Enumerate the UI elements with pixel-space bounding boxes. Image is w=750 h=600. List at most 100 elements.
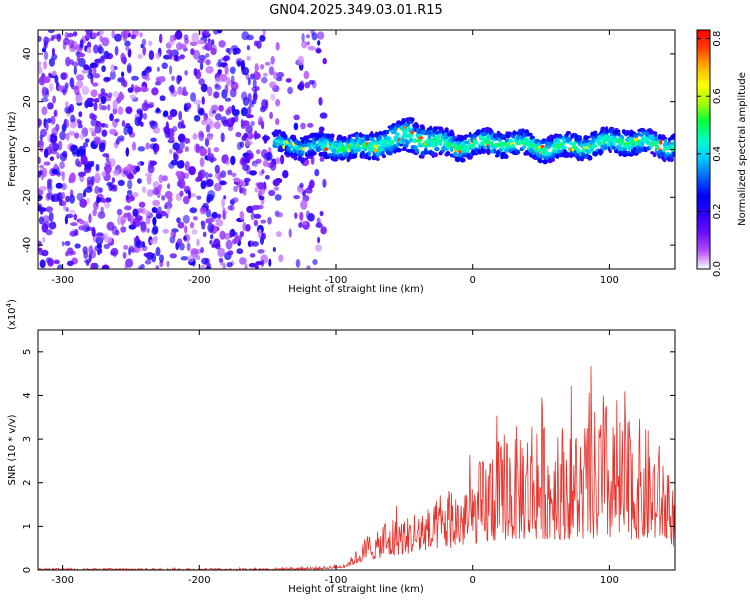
spectrogram-cell: [249, 101, 254, 108]
spectrogram-cell: [78, 111, 83, 118]
spectrogram-cell: [111, 225, 118, 236]
spectrogram-cell: [211, 243, 216, 248]
spectrogram-cell: [410, 117, 415, 123]
spectrogram-cell: [263, 72, 268, 77]
spectrogram-cell: [236, 142, 242, 150]
spectrogram-cell: [201, 257, 209, 265]
spectrogram-cell: [270, 55, 275, 65]
spectrogram-cell: [157, 184, 162, 194]
spectrogram-cell: [88, 245, 94, 256]
y-tick-label: 40: [22, 48, 33, 61]
spectrogram-cell: [142, 87, 149, 92]
spectrogram-cell: [192, 216, 198, 221]
spectrogram-cell: [147, 40, 153, 47]
spectrogram-cell: [65, 195, 70, 203]
spectrogram-cell: [65, 101, 69, 107]
spectrogram-cell: [111, 30, 115, 39]
y-tick-label: 2: [22, 480, 33, 486]
spectrogram-cell: [314, 168, 320, 177]
spectrogram-cell: [261, 169, 265, 175]
spectrogram-cell: [240, 157, 248, 165]
spectrogram-cell: [585, 135, 591, 139]
spectrogram-cell: [142, 112, 148, 120]
y-tick-label: 1: [22, 523, 33, 529]
spectrogram-cell: [70, 114, 76, 124]
spectrogram-cell: [191, 229, 198, 235]
spectrogram-cell: [258, 188, 265, 196]
spectrogram-cell: [196, 39, 205, 45]
spectrogram-cell: [152, 199, 161, 207]
spectrogram-cell: [101, 264, 110, 269]
spectrogram-cell: [38, 61, 42, 66]
spectrogram-cell: [155, 265, 160, 269]
spectrogram-cell: [184, 225, 188, 234]
spectrogram-cell: [512, 130, 517, 136]
spectrogram-cell: [316, 31, 325, 40]
spectrogram-cell: [42, 236, 46, 243]
spectrogram-cell: [319, 210, 324, 217]
spectrogram-cell: [53, 163, 58, 170]
spectrogram-cell: [213, 147, 220, 153]
spectrogram-cell: [276, 231, 282, 238]
spectrogram-cell: [524, 129, 529, 134]
spectrogram-cell: [89, 62, 98, 69]
x-tick-label: 100: [600, 575, 619, 586]
spectrogram-cell: [293, 122, 299, 131]
spectrogram-cell: [199, 157, 205, 168]
spectrogram-cell: [652, 152, 657, 158]
y-tick-label: 20: [22, 95, 33, 108]
spectrogram-cell: [298, 222, 303, 228]
spectrogram-cell: [315, 222, 323, 228]
spectrogram-cell: [152, 126, 161, 134]
spectrogram-cell: [671, 151, 675, 158]
spectrogram-cell: [76, 74, 84, 80]
spectrogram-cell: [98, 102, 103, 111]
spectrogram-cell: [300, 122, 306, 130]
spectrogram-cell: [124, 40, 131, 47]
spectrogram-cell: [167, 183, 171, 190]
spectrogram-cell: [93, 101, 98, 111]
spectrogram-cell: [209, 157, 217, 162]
spectrogram-cell: [205, 171, 209, 180]
spectrogram-cell: [255, 149, 261, 155]
spectrogram-cell: [241, 31, 250, 41]
spectrogram-cell: [71, 144, 79, 155]
chart-title: GN04.2025.349.03.01.R15: [269, 3, 443, 18]
spectrogram-cell: [40, 128, 47, 138]
spectrogram-cell: [52, 193, 60, 203]
spectrogram-cell: [51, 47, 55, 56]
spectrogram-cell: [268, 258, 272, 267]
spectrogram-cell: [232, 238, 237, 245]
spectrogram-cell: [43, 148, 49, 158]
spectrogram-cell: [62, 205, 67, 211]
spectrogram-cell: [135, 240, 144, 249]
spectrogram-cell: [96, 196, 101, 204]
spectrogram-cell: [206, 65, 214, 73]
spectrogram-cell: [213, 91, 220, 99]
spectrogram-cell: [269, 161, 277, 171]
spectrogram-cell: [59, 199, 63, 206]
spectrogram-cell: [100, 88, 106, 94]
colorbar-tick-label: 0.6: [712, 88, 723, 104]
spectrogram-cell: [161, 62, 168, 69]
spectrogram-cell: [201, 96, 205, 105]
spectrogram-cell: [224, 232, 231, 240]
y-tick-label: 3: [22, 436, 33, 442]
spectrogram-cell: [155, 52, 161, 60]
spectrogram-cell: [207, 222, 215, 233]
spectrogram-cell: [275, 157, 281, 165]
x-tick-label: -100: [325, 275, 348, 286]
spectrogram-cell: [69, 189, 74, 199]
spectrogram-cell: [52, 95, 56, 104]
spectrogram-cell: [264, 61, 271, 66]
spectrogram-cell: [100, 55, 105, 62]
spectrogram-cell: [306, 34, 310, 39]
spectrogram-cell: [200, 180, 207, 190]
spectrogram-cell: [170, 231, 175, 238]
spectrogram-cell: [197, 58, 205, 64]
spectrogram-cell: [576, 148, 581, 154]
spectrogram-cell: [612, 141, 616, 146]
spectrogram-cell: [142, 186, 147, 193]
spectrogram-cell: [307, 122, 314, 128]
